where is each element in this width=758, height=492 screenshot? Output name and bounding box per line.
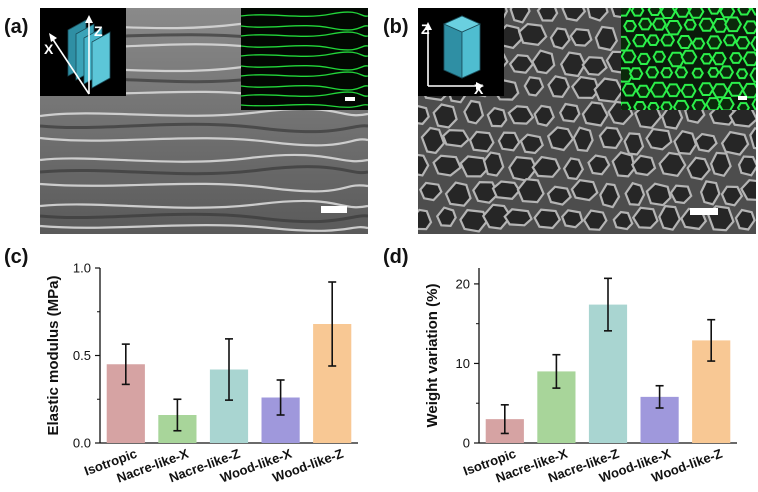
chart-c-y-tick-label: 0.5 [73, 348, 91, 363]
chart-c-y-axis-label: Elastic modulus (MPa) [45, 275, 62, 435]
chart-c-error-bar-wood-like-z [328, 281, 337, 367]
chart-c-error-bar-wood-like-x [276, 379, 285, 416]
chart-d-y-tick-label: 0 [463, 436, 470, 451]
chart-d-error-bar-wood-like-x [655, 384, 664, 409]
chart-d-y-axis-label: Weight variation (%) [424, 284, 441, 428]
panel-label-d: (d) [383, 246, 409, 268]
chart-d-error-bar-nacre-like-x [552, 353, 561, 389]
chart-d-error-bar-isotropic [500, 404, 509, 435]
axis-x-label-b: X [474, 81, 484, 96]
panel-label-b: (b) [383, 16, 409, 38]
chart-d-error-bar-wood-like-z [707, 318, 716, 362]
panel-label-a: (a) [4, 16, 29, 38]
chart-c-error-bar-nacre-like-x [173, 398, 182, 432]
panel-label-c: (c) [4, 246, 29, 268]
axis-z-label-a: Z [94, 23, 103, 39]
chart-weight-variation: 0 10 20 Weight variation (%) Isotropic Nacre-… [379, 250, 758, 487]
schematic-inset-b: Z X [418, 8, 504, 97]
chart-c-y-tick-label: 1.0 [73, 261, 91, 276]
fluorescence-inset-b [621, 8, 756, 110]
chart-c-error-bar-isotropic [121, 343, 130, 386]
chart-d-error-bar-nacre-like-z [604, 277, 612, 332]
chart-d-y-tick-label: 20 [456, 276, 470, 291]
chart-elastic-modulus: 0.0 0.5 1.0 Elastic modulus (MPa) Isotropic N… [0, 250, 379, 487]
axis-z-label-b: Z [421, 21, 430, 37]
chart-c-error-bar-nacre-like-z [225, 338, 233, 401]
schematic-inset-a: X Z [40, 8, 126, 96]
fluorescence-inset-a [241, 8, 368, 110]
chart-d-y-tick-label: 10 [456, 356, 470, 371]
chart-c-y-tick-label: 0.0 [73, 436, 91, 451]
axis-x-label-a: X [44, 41, 54, 57]
